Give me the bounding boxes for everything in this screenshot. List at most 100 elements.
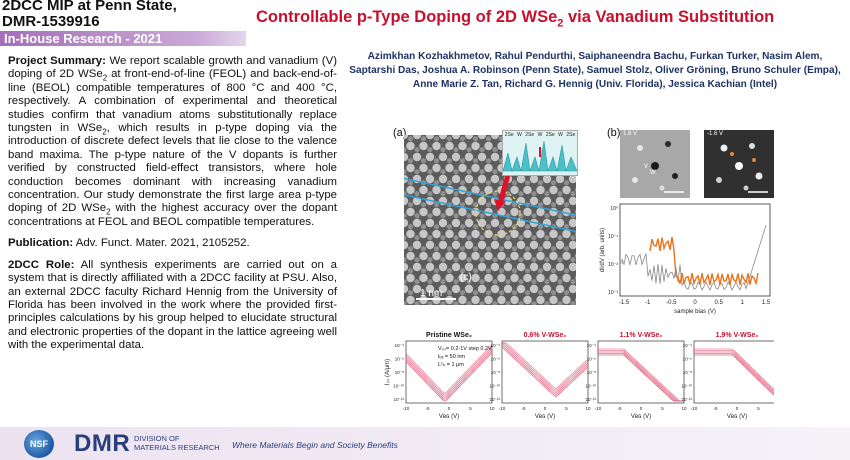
transfer-curves: Pristine WSe₂ -10 -5 0 5 10 Vʙɢ (V) 10⁻⁴ 10⁻⁶ 10⁻… — [384, 325, 783, 425]
publication: Publication: Adv. Funct. Mater. 2021, 21… — [8, 237, 250, 250]
transfer-legend: V₀ₛ= 0.2-1V step 0.2V — [438, 346, 492, 352]
transfer-title: Pristine WSe₂ — [426, 332, 472, 339]
role-label: 2DCC Role: — [8, 258, 75, 271]
transfer-xtick: -10 — [595, 406, 602, 411]
spec-curve-orange — [649, 236, 759, 286]
transfer-curve — [694, 353, 781, 400]
inset-label: 2Se — [525, 132, 535, 138]
transfer-ytick: 10⁻¹⁰ — [489, 384, 500, 389]
transfer-curve — [405, 352, 493, 402]
transfer-legend: tₒₓ = 50 nm — [438, 354, 465, 360]
transfer-ytick: 10⁻⁴ — [683, 343, 692, 348]
transfer-curve — [598, 350, 684, 402]
transfer-xtick: -5 — [713, 406, 717, 411]
transfer-curve — [502, 342, 589, 392]
transfer-curve — [405, 344, 493, 394]
transfer-title: 0.6% V-WSe₂ — [524, 332, 567, 339]
transfer-title: 1.1% V-WSe₂ — [620, 332, 663, 339]
transfer-curve — [598, 348, 684, 402]
stm-image-2: -1.6 V — [704, 130, 774, 198]
dmr-logo: DMR — [74, 430, 131, 457]
transfer-xtick: 0 — [448, 406, 451, 411]
transfer-xtick: -5 — [521, 406, 525, 411]
header-band: In-House Research - 2021 — [0, 31, 246, 46]
transfer-curve — [501, 346, 589, 398]
b1-bias: 1.8 V — [623, 131, 638, 137]
transfer-ytick: 10⁻⁸ — [683, 370, 692, 375]
scale-bar — [416, 298, 456, 300]
inset-label: 2Se — [504, 132, 514, 138]
transfer-xtick: -5 — [425, 406, 429, 411]
spec-ytick: 10⁻³ — [608, 290, 618, 296]
inset-label: 2Se — [566, 132, 576, 138]
left-text-column: Project Summary: We report scalable grow… — [8, 55, 337, 361]
b1-w: W — [650, 170, 656, 176]
spec-xtick: 1 — [741, 300, 745, 306]
spec-xlabel: sample bias (V) — [674, 309, 716, 315]
spec-ytick: 10⁻¹ — [608, 234, 618, 240]
b2-bias: -1.6 V — [707, 131, 724, 137]
transfer-xtick: 10 — [681, 406, 687, 411]
transfer-ytick: 10⁻¹² — [394, 397, 405, 402]
spec-xtick: 0.5 — [714, 300, 723, 306]
transfer-xlabel: Vʙɢ (V) — [535, 414, 555, 420]
role: 2DCC Role: All synthesis experiments are… — [8, 258, 337, 352]
transfer-xtick: 0 — [640, 406, 643, 411]
transfer-ytick: 10⁻⁴ — [587, 343, 596, 348]
transfer-ylabel: I₀ₛ (A/μm) — [385, 359, 391, 385]
transfer-xtick: 0 — [544, 406, 547, 411]
transfer-xtick: 5 — [757, 406, 760, 411]
dmr-subtitle: DIVISION OF MATERIALS RESEARCH — [134, 434, 220, 452]
project-summary: Project Summary: We report scalable grow… — [8, 55, 337, 228]
spec-curve-gray — [621, 225, 767, 291]
transfer-ytick: 10⁻⁶ — [491, 357, 500, 362]
transfer-curve — [694, 348, 781, 396]
header: 2DCC MIP at Penn State, DMR-1539916 In-H… — [0, 0, 850, 46]
spec-xtick: -0.5 — [666, 300, 677, 306]
footer — [0, 427, 850, 460]
spec-ytick: 10⁻² — [608, 262, 618, 268]
header-line2: DMR-1539916 — [2, 13, 100, 30]
inset-label: W — [537, 132, 543, 138]
transfer-ytick: 10⁻¹⁰ — [681, 384, 692, 389]
transfer-ytick: 10⁻¹⁰ — [585, 384, 596, 389]
stm-image-1: 1.8 V V W — [620, 130, 690, 198]
transfer-xlabel: Vʙɢ (V) — [631, 414, 651, 420]
transfer-xtick: 5 — [565, 406, 568, 411]
transfer-ytick: 10⁻⁶ — [683, 357, 692, 362]
transfer-curve — [405, 350, 493, 400]
spec-xtick: -1 — [645, 300, 651, 306]
transfer-xlabel: Vʙɢ (V) — [727, 414, 747, 420]
transfer-xtick: 10 — [585, 406, 591, 411]
transfer-ytick: 10⁻⁸ — [395, 370, 404, 375]
spectroscopy-plot: dI/dV (arb. units) -1.5 -1 -0.5 0 0.5 1 1.5 10⁰ 1… — [598, 200, 774, 318]
transfer-xtick: 5 — [661, 406, 664, 411]
transfer-curve — [501, 344, 589, 396]
b1-v: V — [644, 164, 649, 170]
transfer-ytick: 10⁻¹² — [586, 397, 597, 402]
authors: Azimkhan Kozhakhmetov, Rahul Pendurthi, … — [349, 51, 841, 90]
spec-xtick: 1.5 — [762, 300, 771, 306]
inset-label: W — [558, 132, 563, 138]
header-band-text: In-House Research - 2021 — [4, 31, 163, 46]
transfer-xtick: -5 — [617, 406, 621, 411]
transfer-ytick: 10⁻¹² — [490, 397, 501, 402]
header-left: 2DCC MIP at Penn State, DMR-1539916 In-H… — [0, 0, 246, 46]
transfer-curve — [405, 348, 493, 398]
spec-xtick: -1.5 — [619, 300, 630, 306]
scale-bar-label: 1 nm — [420, 288, 443, 299]
transfer-xtick: 5 — [469, 406, 472, 411]
transfer-ytick: 10⁻⁸ — [587, 370, 596, 375]
transfer-ytick: 10⁻¹² — [682, 397, 693, 402]
publication-label: Publication: — [8, 237, 74, 250]
header-line1: 2DCC MIP at Penn State, — [2, 0, 177, 14]
transfer-legend: Lᶜₕ = 1 μm — [438, 362, 464, 368]
transfer-curve — [694, 351, 781, 399]
tagline: Where Materials Begin and Society Benefi… — [232, 440, 398, 450]
transfer-curve — [598, 354, 684, 402]
page-title: Controllable p-Type Doping of 2D WSe2 vi… — [256, 8, 775, 30]
transfer-xtick: 10 — [489, 406, 495, 411]
inset-label: W — [517, 132, 522, 138]
transfer-curve — [694, 354, 781, 402]
transfer-ytick: 10⁻⁶ — [587, 357, 596, 362]
